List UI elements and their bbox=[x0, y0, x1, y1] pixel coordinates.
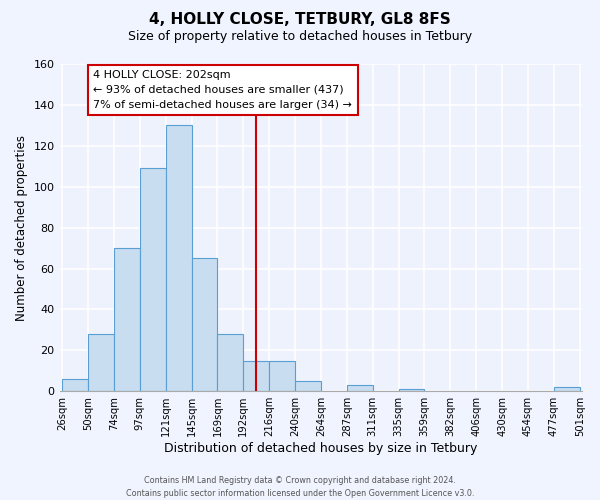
Text: Size of property relative to detached houses in Tetbury: Size of property relative to detached ho… bbox=[128, 30, 472, 43]
Bar bbox=[295, 381, 321, 391]
Bar bbox=[554, 387, 580, 391]
Bar bbox=[191, 258, 217, 391]
Text: 4 HOLLY CLOSE: 202sqm
← 93% of detached houses are smaller (437)
7% of semi-deta: 4 HOLLY CLOSE: 202sqm ← 93% of detached … bbox=[93, 70, 352, 110]
Text: 4, HOLLY CLOSE, TETBURY, GL8 8FS: 4, HOLLY CLOSE, TETBURY, GL8 8FS bbox=[149, 12, 451, 28]
Y-axis label: Number of detached properties: Number of detached properties bbox=[15, 134, 28, 320]
Bar bbox=[62, 379, 88, 391]
Bar bbox=[398, 389, 424, 391]
Bar bbox=[269, 360, 295, 391]
Bar bbox=[217, 334, 243, 391]
Bar bbox=[140, 168, 166, 391]
Bar bbox=[114, 248, 140, 391]
Bar bbox=[166, 126, 191, 391]
Bar bbox=[347, 385, 373, 391]
Bar bbox=[88, 334, 114, 391]
Bar bbox=[243, 360, 269, 391]
X-axis label: Distribution of detached houses by size in Tetbury: Distribution of detached houses by size … bbox=[164, 442, 478, 455]
Text: Contains HM Land Registry data © Crown copyright and database right 2024.
Contai: Contains HM Land Registry data © Crown c… bbox=[126, 476, 474, 498]
